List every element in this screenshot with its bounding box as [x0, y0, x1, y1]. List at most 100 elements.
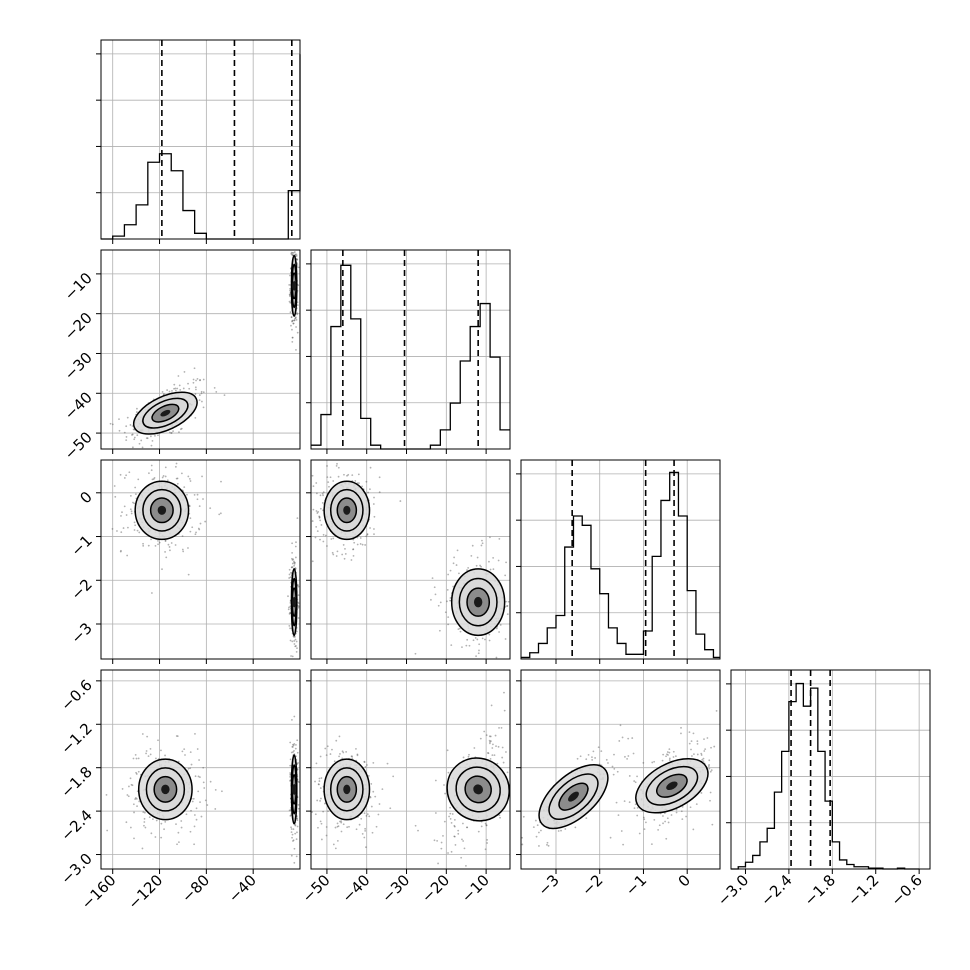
- scatter-point: [338, 755, 340, 758]
- scatter-point: [352, 554, 355, 557]
- scatter-point: [291, 336, 294, 339]
- scatter-point: [120, 549, 122, 552]
- scatter-point: [710, 769, 713, 772]
- scatter-point: [450, 850, 453, 853]
- scatter-point: [289, 294, 291, 296]
- scatter-point: [475, 564, 478, 567]
- scatter-point: [321, 501, 324, 504]
- scatter-point: [129, 826, 132, 829]
- scatter-point: [643, 818, 646, 821]
- scatter-point: [296, 264, 299, 266]
- scatter-point: [344, 553, 347, 555]
- scatter-point: [468, 753, 470, 756]
- scatter-point: [132, 501, 134, 504]
- scatter-point: [134, 753, 137, 756]
- scatter-point: [293, 636, 296, 638]
- scatter-point: [466, 826, 468, 829]
- scatter-point: [613, 753, 615, 756]
- scatter-point: [696, 753, 699, 756]
- scatter-point: [291, 320, 294, 323]
- scatter-point: [370, 783, 373, 785]
- scatter-point: [192, 378, 195, 381]
- scatter-point: [670, 814, 673, 816]
- scatter-point: [322, 491, 325, 493]
- scatter-point: [486, 842, 489, 844]
- scatter-point: [291, 253, 294, 256]
- scatter-point: [452, 562, 455, 565]
- scatter-point: [292, 558, 295, 561]
- scatter-point: [202, 781, 205, 784]
- scatter-point: [344, 547, 346, 550]
- scatter-point: [462, 822, 464, 825]
- scatter-point: [504, 574, 507, 577]
- scatter-point: [295, 640, 298, 643]
- scatter-point: [200, 390, 203, 393]
- scatter-point: [138, 800, 141, 803]
- scatter-point: [289, 780, 291, 782]
- scatter-point: [170, 542, 173, 544]
- panel-frame-1-0: [100, 249, 301, 450]
- scatter-point: [319, 820, 322, 823]
- scatter-point: [291, 745, 294, 748]
- contour-core-1-0-0: [160, 409, 171, 417]
- scatter-point: [202, 406, 205, 409]
- scatter-point: [485, 824, 488, 827]
- scatter-point: [194, 416, 197, 419]
- scatter-point: [195, 818, 198, 821]
- scatter-point: [695, 803, 698, 806]
- scatter-point: [447, 573, 450, 576]
- scatter-point: [202, 766, 205, 769]
- scatter-point: [336, 550, 339, 553]
- scatter-point: [293, 861, 296, 864]
- scatter-point: [297, 584, 299, 586]
- scatter-point: [633, 780, 636, 782]
- scatter-point: [295, 645, 297, 647]
- scatter-point: [291, 252, 294, 254]
- scatter-point: [709, 791, 712, 794]
- scatter-point: [706, 737, 709, 739]
- scatter-point: [137, 757, 140, 760]
- scatter-point: [492, 556, 495, 559]
- scatter-point: [446, 600, 448, 603]
- ytick-label-3-4: −0.6: [57, 676, 95, 714]
- scatter-point: [497, 559, 500, 562]
- scatter-point: [702, 760, 705, 763]
- scatter-point: [290, 828, 293, 830]
- scatter-point: [294, 747, 297, 750]
- scatter-point: [653, 760, 656, 763]
- scatter-point: [147, 544, 150, 547]
- scatter-point: [473, 747, 476, 749]
- scatter-point: [607, 762, 609, 764]
- scatter-point: [326, 545, 328, 547]
- scatter-point: [328, 485, 330, 488]
- scatter-point: [141, 847, 144, 850]
- scatter-point: [339, 753, 341, 755]
- scatter-point: [535, 835, 538, 838]
- scatter-point: [290, 566, 293, 569]
- scatter-point: [128, 785, 130, 788]
- scatter-point: [343, 473, 345, 476]
- scatter-point: [135, 771, 137, 774]
- panel-frame-1-1: [310, 249, 511, 450]
- scatter-point: [665, 755, 667, 758]
- scatter-point: [359, 543, 362, 545]
- scatter-point: [319, 787, 322, 789]
- scatter-point: [495, 745, 497, 748]
- scatter-point: [446, 749, 449, 752]
- scatter-point: [136, 434, 139, 437]
- scatter-point: [292, 751, 294, 753]
- scatter-point: [453, 835, 456, 838]
- scatter-point: [643, 828, 646, 831]
- scatter-point: [490, 704, 493, 707]
- scatter-point: [521, 836, 523, 839]
- scatter-point: [291, 340, 294, 343]
- scatter-point: [174, 387, 177, 390]
- scatter-point: [688, 731, 691, 734]
- scatter-point: [668, 748, 671, 751]
- scatter-point: [325, 834, 328, 837]
- xtick-label-3-1: −2.4: [757, 871, 795, 909]
- scatter-point: [126, 554, 129, 557]
- scatter-point: [294, 556, 297, 559]
- scatter-point: [505, 600, 507, 603]
